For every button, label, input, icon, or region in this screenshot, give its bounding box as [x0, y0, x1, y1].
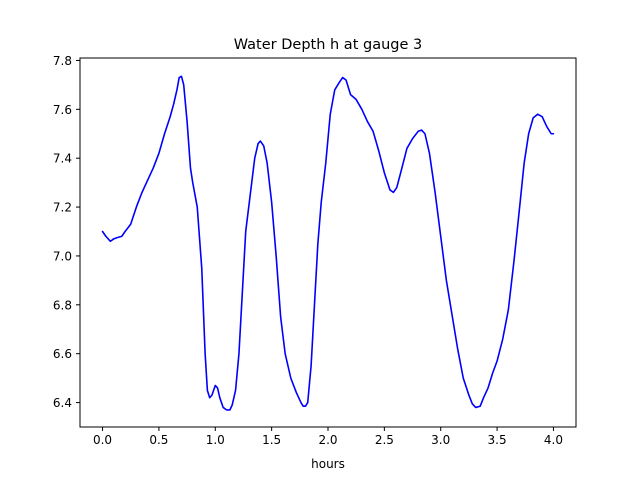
y-tick-label: 7.6: [53, 103, 72, 117]
series-line-0: [101, 75, 555, 411]
y-tick-label: 7.4: [53, 152, 72, 166]
x-tick-label: 2.5: [375, 433, 394, 447]
x-tick-label: 3.0: [431, 433, 450, 447]
x-axis-label: hours: [311, 457, 345, 471]
x-tick-label: 2.0: [318, 433, 337, 447]
x-tick-label: 3.5: [488, 433, 507, 447]
y-tick-label: 7.2: [53, 201, 72, 215]
y-tick-label: 7.8: [53, 54, 72, 68]
x-tick-label: 4.0: [544, 433, 563, 447]
y-tick-label: 6.8: [53, 298, 72, 312]
y-tick-label: 6.6: [53, 347, 72, 361]
x-tick-label: 0.0: [93, 433, 112, 447]
y-tick-label: 6.4: [53, 396, 72, 410]
x-tick-label: 1.5: [262, 433, 281, 447]
chart-title: Water Depth h at gauge 3: [234, 37, 422, 53]
x-tick-label: 0.5: [149, 433, 168, 447]
x-tick-label: 1.0: [206, 433, 225, 447]
plot-area: 0.0 0.5 1.0 1.5 2.0 2.5 3.0 3.5 4.0 6.4 6.6 6.8 7.0 7…: [53, 54, 577, 447]
axes-frame: [79, 57, 577, 428]
y-tick-label: 7.0: [53, 249, 72, 263]
